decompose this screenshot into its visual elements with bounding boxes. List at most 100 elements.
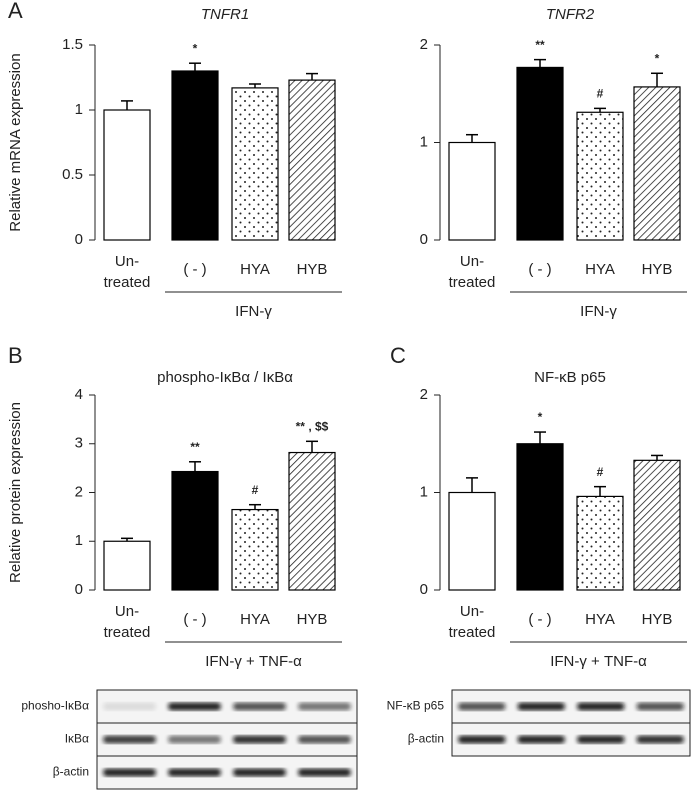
group-label: IFN-γ + TNF-α	[205, 653, 302, 670]
blot-band	[458, 702, 506, 711]
chart-title: phospho-IκBα / IκBα	[157, 369, 293, 386]
blot-band	[577, 735, 625, 744]
x-tick-label: ( - )	[528, 261, 551, 278]
blot-band	[103, 702, 156, 711]
x-tick-label: treated	[449, 624, 496, 641]
y-tick-label: 1	[75, 101, 83, 118]
error-bar	[189, 461, 201, 472]
error-bar	[594, 107, 606, 113]
significance-mark: **	[190, 440, 200, 454]
y-tick-label: 0	[75, 581, 83, 598]
significance-mark: *	[193, 41, 198, 55]
y-tick-label: 0	[420, 581, 428, 598]
y-tick-label: 0	[75, 231, 83, 248]
significance-mark: #	[597, 87, 604, 101]
blot-band	[168, 768, 221, 777]
x-tick-label: ( - )	[528, 611, 551, 628]
significance-mark: **	[535, 38, 545, 52]
bar	[171, 470, 219, 591]
error-bar	[121, 100, 133, 110]
group-label: IFN-γ	[235, 303, 272, 320]
bar	[103, 109, 151, 241]
significance-mark: *	[655, 51, 660, 65]
error-bar	[594, 485, 606, 497]
x-tick-label: ( - )	[183, 611, 206, 628]
x-tick-label: HYA	[240, 261, 270, 278]
blot-band	[233, 702, 286, 711]
error-bar	[306, 440, 318, 453]
bar	[288, 79, 336, 241]
bar	[288, 451, 336, 591]
error-bar	[306, 72, 318, 81]
y-tick-label: 0.5	[62, 166, 83, 183]
blot-label: β-actin	[408, 732, 444, 746]
y-tick-label: 1	[420, 133, 428, 150]
blot-band	[233, 735, 286, 744]
blot-band	[298, 702, 351, 711]
x-tick-label: treated	[104, 624, 151, 641]
blot-band	[458, 735, 506, 744]
significance-mark: #	[597, 465, 604, 479]
bar	[103, 540, 151, 591]
significance-mark: ** , $$	[296, 419, 329, 433]
blot-band	[298, 735, 351, 744]
bar	[576, 495, 624, 591]
y-tick-label: 1	[75, 532, 83, 549]
error-bar	[466, 133, 478, 143]
error-bar	[189, 62, 201, 71]
y-tick-label: 2	[75, 483, 83, 500]
blot-label: phosho-IκBα	[21, 699, 89, 713]
y-tick-label: 2	[420, 36, 428, 53]
x-tick-label: HYA	[585, 261, 615, 278]
error-bar	[534, 58, 546, 68]
blot-band	[103, 768, 156, 777]
error-bar	[651, 72, 663, 87]
blot-band	[168, 702, 221, 711]
y-tick-label: 3	[75, 435, 83, 452]
y-tick-label: 4	[75, 386, 83, 403]
error-bar	[121, 537, 133, 542]
bar	[516, 443, 564, 591]
blot-band	[517, 735, 565, 744]
chart-title: NF-κB p65	[534, 369, 606, 386]
x-tick-label: HYB	[642, 261, 673, 278]
panel-label: C	[390, 343, 406, 368]
x-tick-label: Un-	[460, 603, 484, 620]
x-tick-label: Un-	[115, 603, 139, 620]
bar	[231, 87, 279, 241]
blot-band	[636, 735, 684, 744]
x-tick-label: HYB	[297, 611, 328, 628]
blot-band	[517, 702, 565, 711]
blot-band	[298, 768, 351, 777]
bar	[448, 141, 496, 241]
error-bar	[651, 454, 663, 461]
bar	[448, 491, 496, 591]
x-tick-label: HYB	[297, 261, 328, 278]
blot-label: β-actin	[53, 765, 89, 779]
group-label: IFN-γ	[580, 303, 617, 320]
error-bar	[249, 503, 261, 510]
blot-band	[636, 702, 684, 711]
x-tick-label: treated	[104, 274, 151, 291]
error-bar	[249, 83, 261, 88]
blot-band	[168, 735, 221, 744]
error-bar	[466, 477, 478, 493]
bar	[231, 508, 279, 591]
x-tick-label: ( - )	[183, 261, 206, 278]
chart-title: TNFR2	[546, 6, 595, 23]
blot-label: NF-κB p65	[387, 699, 445, 713]
y-tick-label: 1.5	[62, 36, 83, 53]
x-tick-label: Un-	[460, 253, 484, 270]
y-axis-label: Relative mRNA expression	[7, 53, 24, 231]
x-tick-label: HYA	[240, 611, 270, 628]
x-tick-label: HYA	[585, 611, 615, 628]
x-tick-label: treated	[449, 274, 496, 291]
chart-title: TNFR1	[201, 6, 249, 23]
y-tick-label: 2	[420, 386, 428, 403]
y-tick-label: 1	[420, 483, 428, 500]
y-axis-label: Relative protein expression	[7, 402, 24, 583]
blot-band	[577, 702, 625, 711]
blot-band	[103, 735, 156, 744]
blot-band	[233, 768, 286, 777]
